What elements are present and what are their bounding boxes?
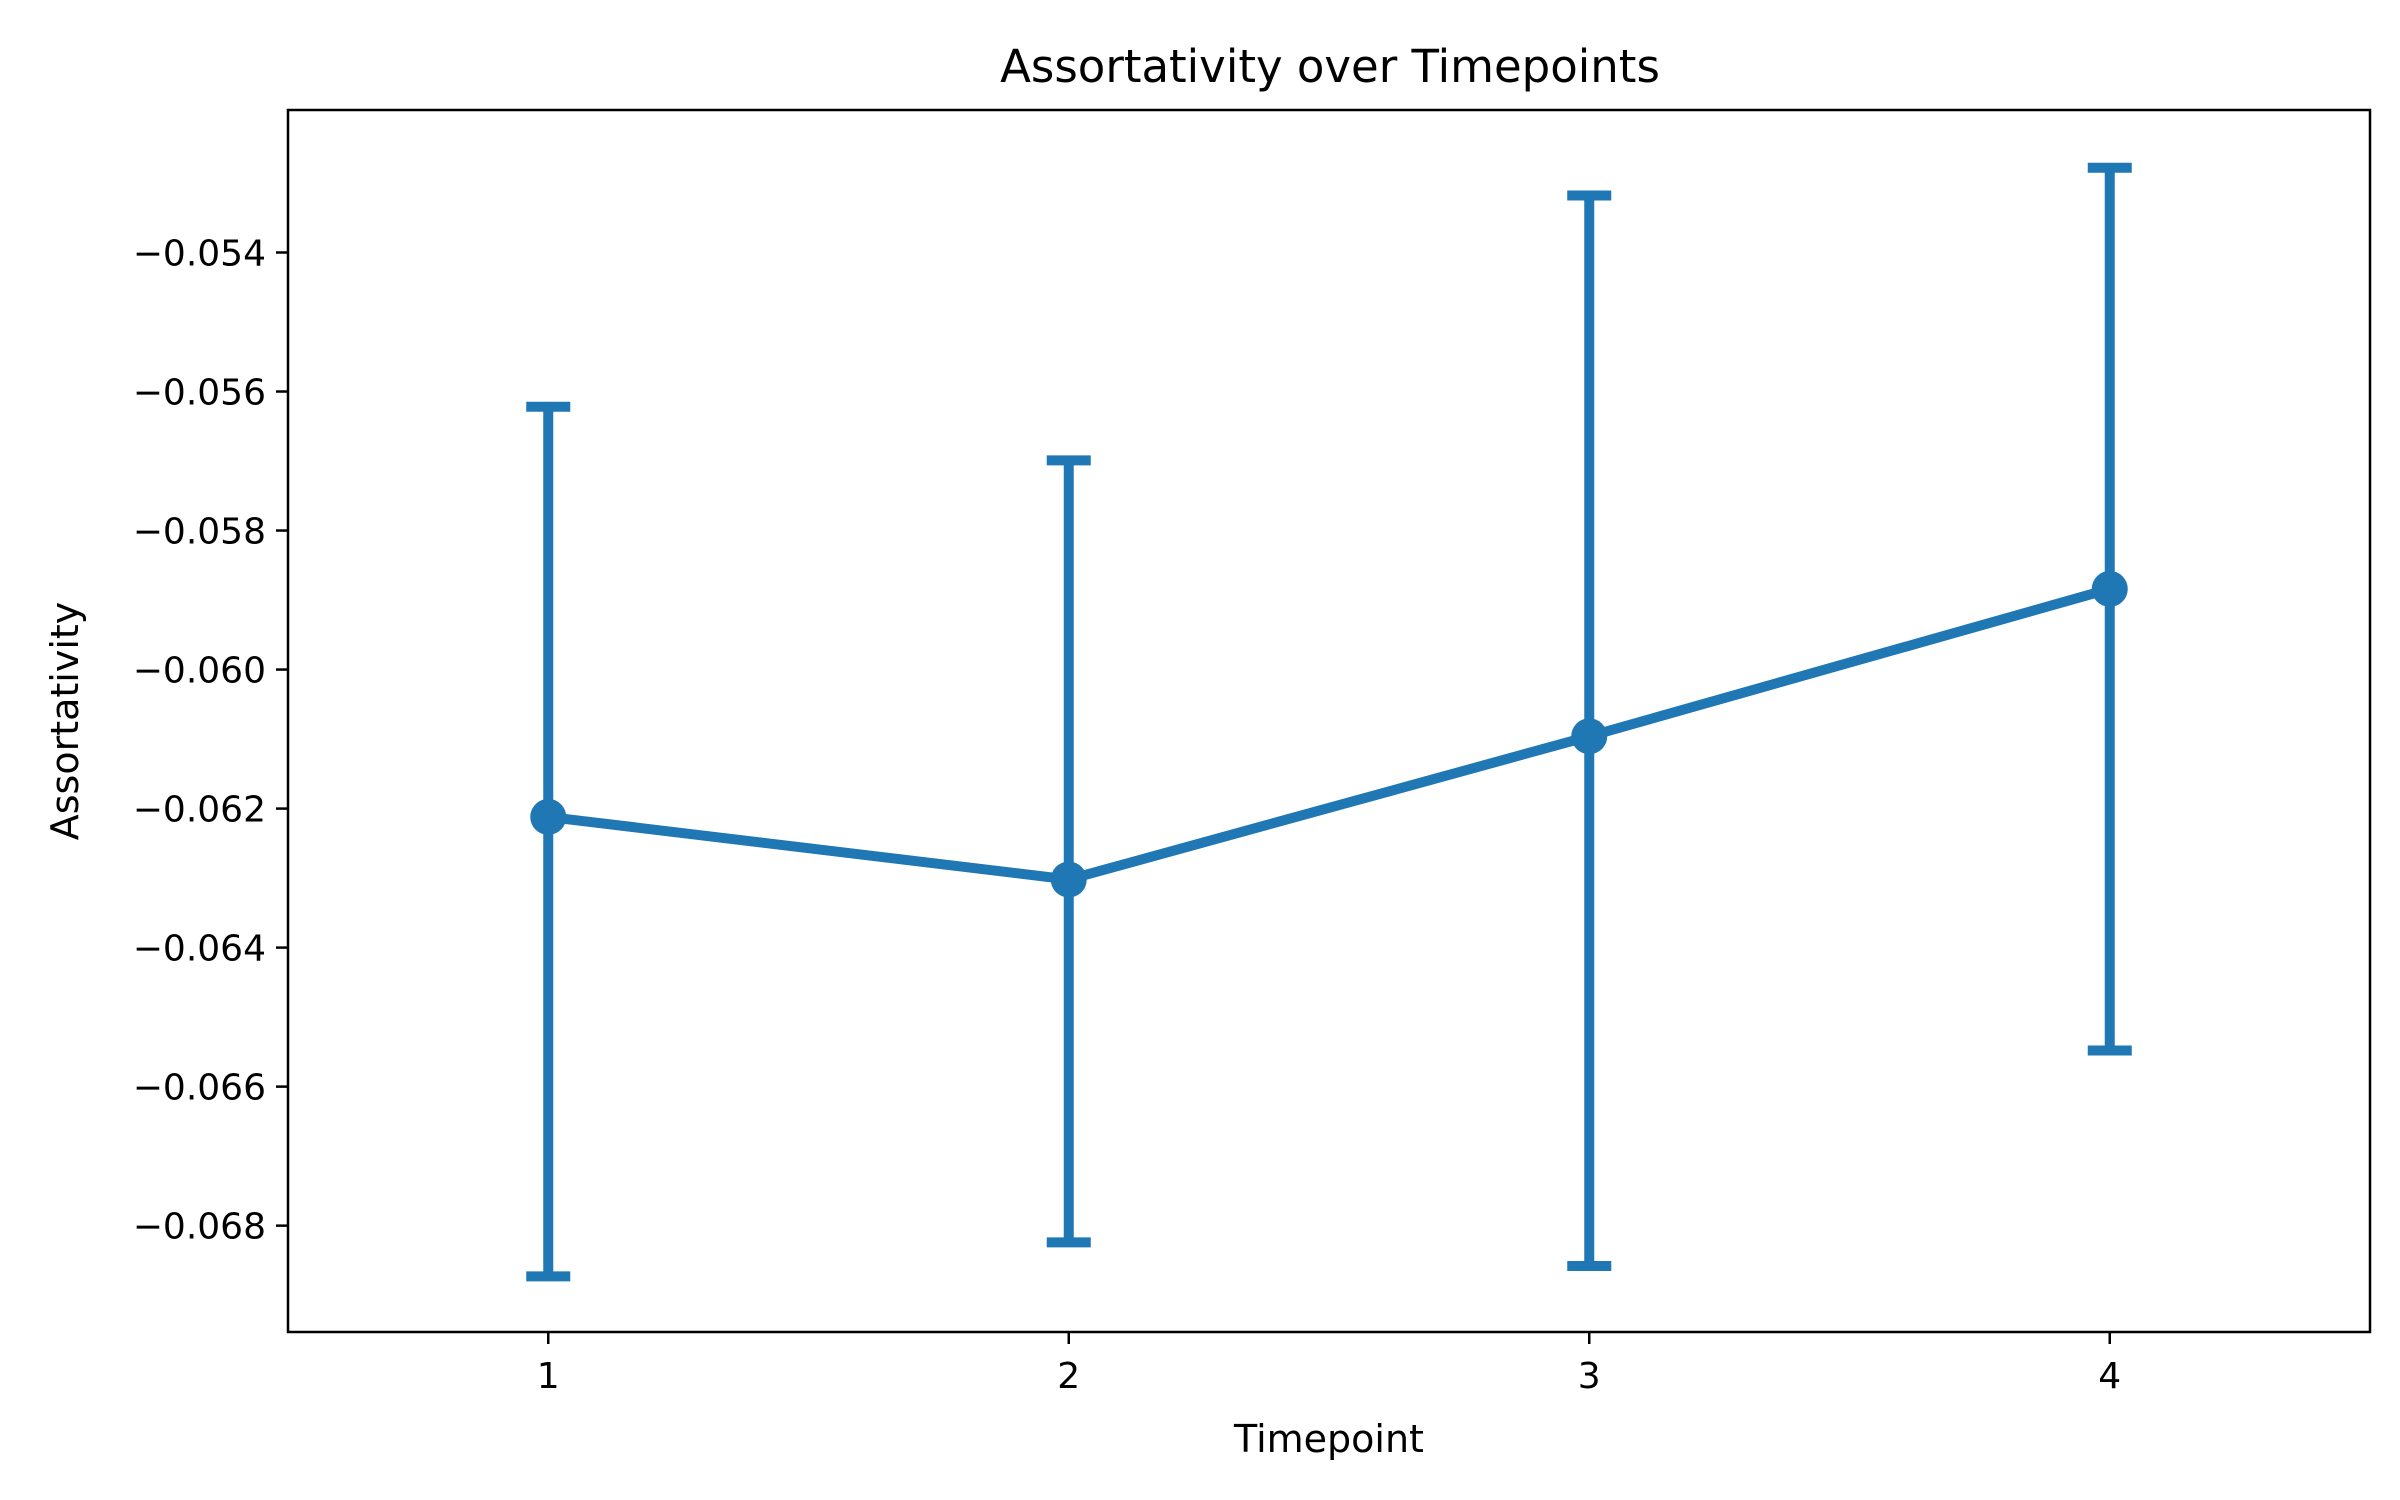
y-tick-label: −0.054 bbox=[133, 233, 266, 274]
y-tick-label: −0.068 bbox=[133, 1207, 266, 1248]
y-tick-label: −0.058 bbox=[133, 512, 266, 553]
x-tick-label: 1 bbox=[537, 1356, 560, 1397]
y-tick-label: −0.064 bbox=[133, 929, 266, 970]
chart-title: Assortativity over Timepoints bbox=[1000, 40, 1660, 93]
y-axis-title: Assortativity bbox=[43, 602, 87, 841]
data-point bbox=[530, 798, 567, 835]
y-tick-label: −0.056 bbox=[133, 373, 266, 414]
plot-area: 1 2 3 4 −0.068 −0.066 −0.064 −0.062 −0.060 −0.058… bbox=[133, 162, 2132, 1397]
data-point bbox=[2091, 570, 2128, 607]
data-point bbox=[1050, 861, 1087, 898]
y-tick-label: −0.066 bbox=[133, 1068, 266, 1109]
x-tick-label: 2 bbox=[1057, 1356, 1080, 1397]
series-line bbox=[543, 583, 2115, 885]
y-tick-label: −0.060 bbox=[133, 651, 266, 692]
data-point bbox=[1571, 718, 1608, 755]
axes-frame bbox=[286, 108, 2372, 1334]
y-tick-label: −0.062 bbox=[133, 790, 266, 831]
x-tick-label: 3 bbox=[1578, 1356, 1601, 1397]
x-axis-title: Timepoint bbox=[1233, 1417, 1424, 1461]
x-tick-label: 4 bbox=[2098, 1356, 2121, 1397]
